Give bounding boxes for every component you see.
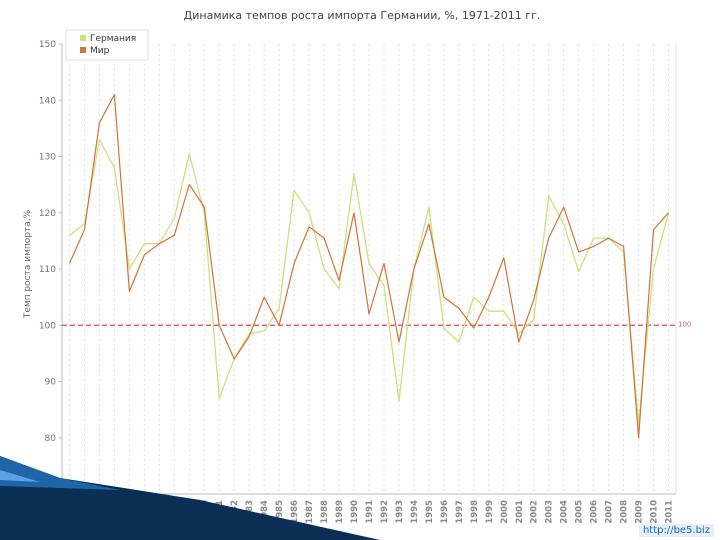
reference-line-label: 100 — [678, 320, 691, 328]
x-tick-label: 1992 — [380, 500, 390, 524]
legend-swatch — [80, 35, 86, 41]
series-line-germany — [69, 138, 670, 425]
tick-labels: 7080901001101201301401501971197219731974… — [39, 40, 675, 524]
y-tick-label: 100 — [39, 321, 56, 331]
x-tick-label: 2000 — [500, 500, 510, 524]
y-tick-label: 130 — [39, 153, 56, 163]
y-tick-label: 110 — [39, 265, 56, 275]
x-tick-label: 1988 — [320, 500, 330, 524]
x-tick-label: 2008 — [620, 500, 630, 524]
legend-box — [65, 29, 149, 61]
x-tick-label: 2011 — [665, 500, 675, 524]
y-tick-label: 150 — [39, 40, 56, 50]
series-lines — [68, 93, 670, 439]
x-tick-label: 1993 — [395, 500, 405, 524]
watermark-link[interactable]: http://be5.biz — [638, 524, 714, 537]
x-tick-label: 1997 — [455, 500, 465, 524]
x-tick-label: 1987 — [305, 500, 315, 524]
legend-label: Германия — [90, 34, 136, 44]
x-tick-label: 2002 — [530, 500, 540, 524]
x-tick-label: 2003 — [545, 500, 555, 524]
x-tick-label: 2009 — [635, 500, 645, 524]
x-tick-label: 1998 — [470, 500, 480, 524]
slide-decoration — [0, 456, 380, 540]
axes — [59, 43, 677, 495]
y-axis-label: Темп роста импорта,% — [23, 209, 33, 319]
decor-ribbon-dark — [0, 456, 380, 540]
x-tick-label: 2007 — [605, 500, 615, 524]
x-tick-label: 1996 — [440, 500, 450, 524]
grid-lines — [68, 44, 670, 494]
x-tick-label: 1995 — [425, 500, 435, 524]
x-tick-label: 2010 — [650, 500, 660, 524]
x-tick-label: 1990 — [350, 500, 360, 524]
x-tick-label: 1984 — [260, 500, 270, 524]
y-tick-label: 140 — [39, 96, 56, 106]
reference-line-group: 100 — [62, 320, 691, 328]
x-tick-label: 1994 — [410, 500, 420, 524]
x-tick-label: 2006 — [590, 500, 600, 524]
x-tick-label: 1999 — [485, 500, 495, 524]
x-tick-label: 1986 — [290, 500, 300, 524]
x-tick-label: 1985 — [275, 500, 285, 524]
y-tick-label: 90 — [45, 378, 57, 388]
x-tick-label: 2005 — [575, 500, 585, 524]
legend-swatch — [80, 47, 86, 53]
legend-label: Мир — [90, 46, 110, 56]
chart-title: Динамика темпов роста импорта Германии, … — [184, 9, 541, 22]
series-line-world — [68, 93, 669, 439]
y-tick-label: 80 — [45, 434, 57, 444]
x-tick-label: 1991 — [365, 500, 375, 524]
y-tick-label: 120 — [39, 209, 56, 219]
legend: Германия Мир — [65, 29, 149, 61]
decor-ribbon-light — [0, 470, 40, 482]
x-tick-label: 2004 — [560, 500, 570, 524]
x-tick-label: 2001 — [515, 500, 525, 524]
x-tick-label: 1989 — [335, 500, 345, 524]
